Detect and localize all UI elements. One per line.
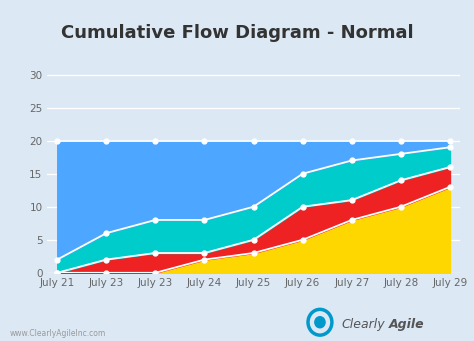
Text: .: . — [417, 318, 422, 331]
Text: Agile: Agile — [389, 318, 424, 331]
Text: Cumulative Flow Diagram - Normal: Cumulative Flow Diagram - Normal — [61, 24, 413, 42]
Text: Clearly: Clearly — [341, 318, 385, 331]
Circle shape — [315, 317, 325, 328]
Legend: To do, Doing, Testing, Done: To do, Doing, Testing, Done — [79, 337, 329, 341]
Text: www.ClearlyAgileInc.com: www.ClearlyAgileInc.com — [9, 329, 106, 338]
